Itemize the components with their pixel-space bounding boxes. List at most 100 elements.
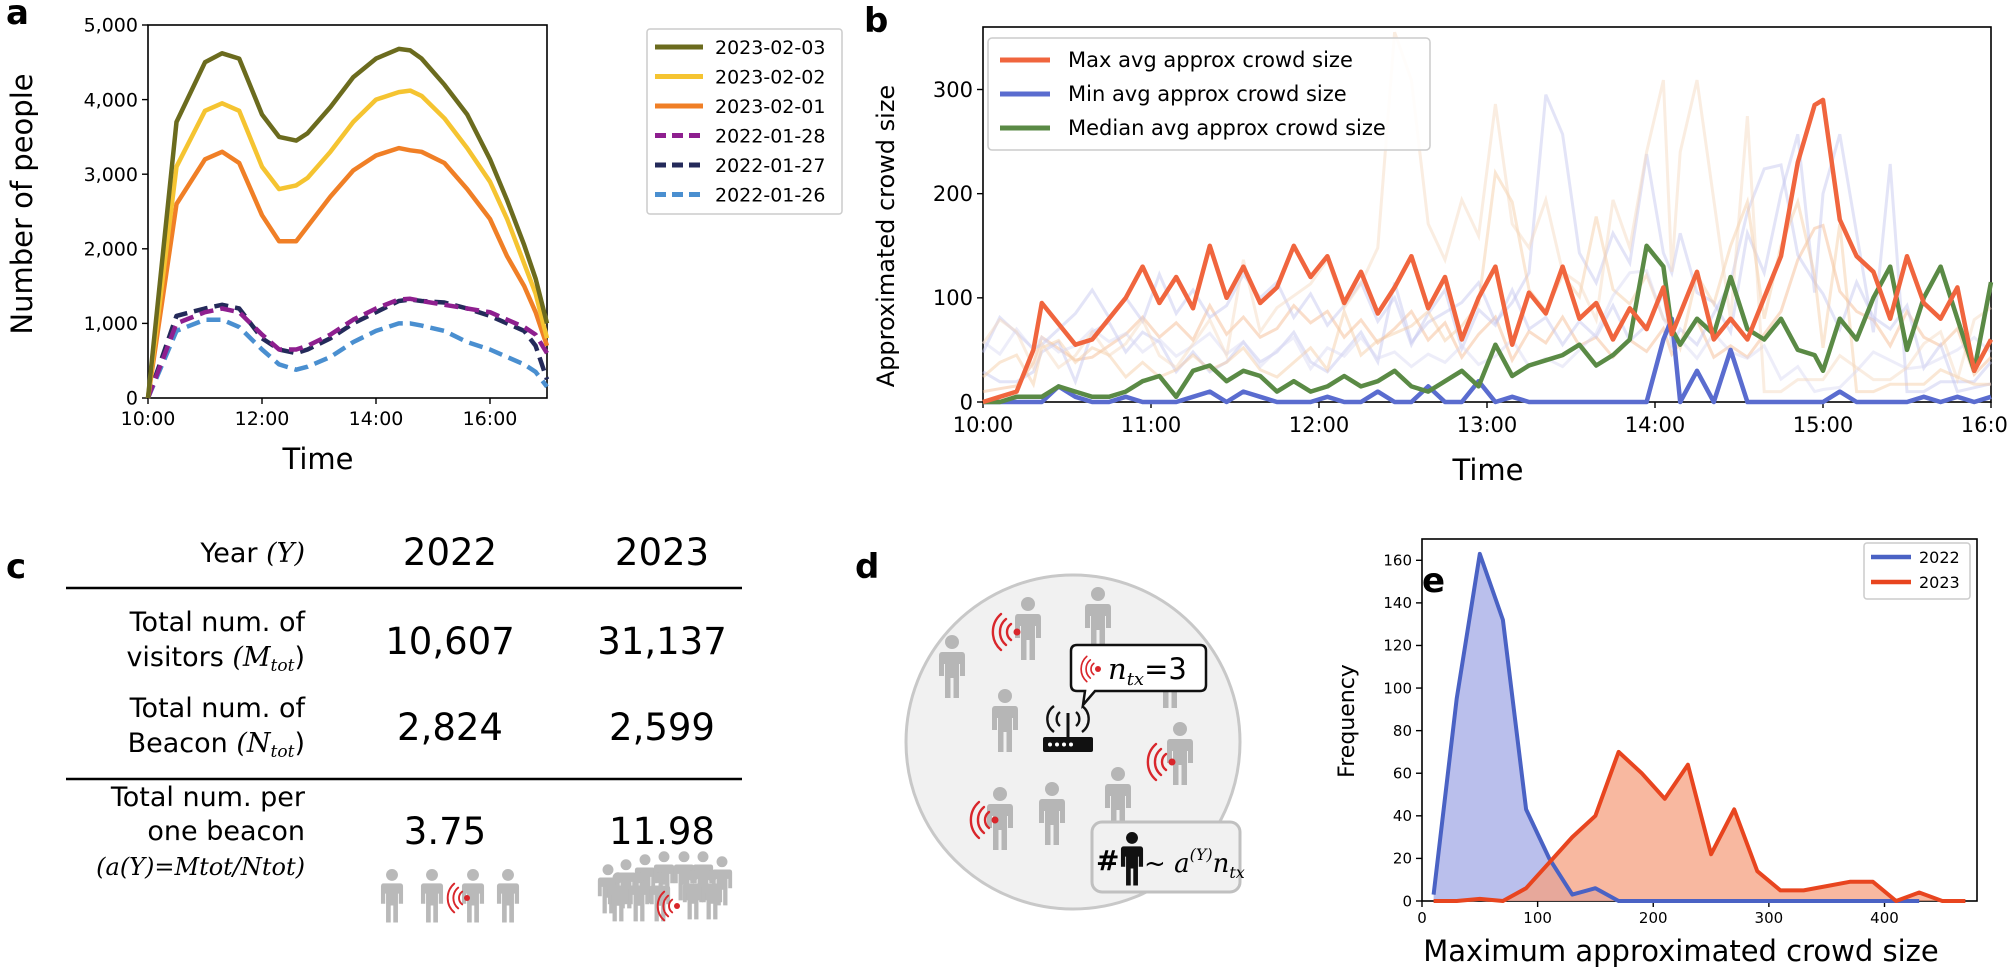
legend-label: Max avg approx crowd size [1068, 48, 1353, 72]
legend-label: 2022 [1919, 548, 1960, 567]
table-col-2023: 2023 [615, 531, 709, 574]
series-line-Min avg approx crowd size [983, 316, 1992, 405]
chart-b-ylabel: Approximated crowd size [872, 85, 900, 387]
beacon-dot-icon [464, 895, 470, 901]
row3-label-line1: Total num. per [110, 782, 306, 813]
person-icon [420, 868, 444, 923]
beacon-dot-icon [1168, 758, 1176, 766]
people-icons-2023 [597, 851, 733, 922]
series-line-2023-02-02 [145, 88, 550, 399]
legend-label: Median avg approx crowd size [1068, 116, 1386, 140]
panel-label-c: c [6, 547, 26, 587]
person-icon [496, 868, 520, 923]
series-area-2023 [1433, 751, 1966, 901]
series-line-2023 [1433, 749, 1966, 903]
beacon-diagram: ntx=3 # ~ a(Y)ntx [904, 573, 1245, 911]
series-line-Median avg approx crowd size [983, 243, 1994, 405]
row1-2022: 10,607 [385, 620, 514, 663]
y-tick-label: 60 [1393, 764, 1412, 782]
legend-label: 2023-02-01 [715, 96, 825, 118]
speech-bubble: ntx=3 [1069, 643, 1208, 710]
x-tick-label: 16:00 [1961, 413, 2008, 437]
people-icons-2022 [380, 868, 520, 923]
row3-formula: (a(Y)=Mtot/Ntot) [96, 853, 305, 881]
panel-label-d: d [855, 547, 879, 587]
chart-b-xlabel: Time [1452, 453, 1524, 487]
beacon-waves-icon [446, 882, 464, 914]
series-line-2023-02-01 [145, 145, 550, 399]
background-trace [982, 223, 1993, 394]
x-tick-label: 400 [1870, 909, 1899, 927]
y-tick-label: 0 [960, 390, 973, 414]
y-tick-label: 5,000 [84, 15, 138, 37]
legend-label: 2023-02-03 [715, 37, 825, 59]
chart-a-ylabel: Number of people [5, 73, 39, 334]
row2-label-line1: Total num. of [129, 693, 307, 724]
table-year-label: Year (Y) [199, 538, 305, 569]
x-tick-label: 0 [1417, 909, 1427, 927]
y-tick-label: 80 [1393, 722, 1412, 740]
y-tick-label: 0 [126, 388, 138, 410]
y-tick-label: 100 [1383, 679, 1412, 697]
y-tick-label: 160 [1383, 552, 1412, 570]
row3-2022: 3.75 [404, 810, 486, 853]
chart-a-xlabel: Time [282, 442, 354, 476]
series-line-2022-01-28 [145, 296, 549, 399]
beacon-dot-icon [674, 903, 680, 909]
beacon-dot-icon [991, 816, 999, 824]
chart-e: 0 100 200 300 400 0 20 40 60 80 100 120 140 160 2022 20… [1383, 538, 1978, 927]
row1-label-line2: visitors (Mtot) [126, 642, 305, 676]
beacon-dot-icon [1013, 628, 1021, 636]
y-tick-label: 40 [1393, 807, 1412, 825]
formula-hash: # [1096, 844, 1119, 877]
legend-label: 2022-01-26 [715, 185, 825, 207]
y-tick-label: 20 [1393, 850, 1412, 868]
series-line-2022-01-27 [145, 297, 550, 399]
background-trace [982, 94, 1993, 394]
y-tick-label: 100 [933, 286, 973, 310]
chart-b: 10:00 11:00 12:00 13:00 14:00 15:00 16:00 0 100 2… [933, 26, 2008, 437]
series-line-Max avg approx crowd size [982, 97, 1993, 405]
x-tick-label: 15:00 [1793, 413, 1854, 437]
y-tick-label: 140 [1383, 594, 1412, 612]
plot-frame [147, 24, 548, 399]
legend-label: 2023 [1919, 573, 1960, 592]
background-trace [981, 163, 1992, 394]
x-tick-label: 14:00 [1625, 413, 1686, 437]
legend-label: Min avg approx crowd size [1068, 82, 1347, 106]
panel-label-b: b [864, 1, 888, 41]
formula-box: # ~ a(Y)ntx [1090, 820, 1245, 894]
bubble-text: ntx=3 [1108, 652, 1187, 690]
legend-label: 2022-01-28 [715, 126, 825, 148]
y-tick-label: 0 [1402, 892, 1412, 910]
formula-text: ~ a(Y)ntx [1144, 845, 1245, 882]
series-line-2022 [1431, 551, 1920, 903]
x-tick-label: 16:00 [463, 408, 518, 430]
x-tick-label: 12:00 [1289, 413, 1350, 437]
background-trace [982, 168, 1991, 394]
x-tick-label: 10:00 [953, 413, 1014, 437]
x-tick-label: 100 [1523, 909, 1552, 927]
x-tick-label: 300 [1755, 909, 1784, 927]
chart-e-xlabel: Maximum approximated crowd size [1423, 934, 1938, 968]
x-tick-label: 11:00 [1121, 413, 1182, 437]
series-area-2022 [1433, 553, 1920, 901]
y-tick-label: 2,000 [84, 238, 138, 260]
y-tick-label: 120 [1383, 637, 1412, 655]
x-tick-label: 12:00 [235, 408, 290, 430]
chart-e-ylabel: Frequency [1335, 664, 1360, 778]
panel-label-e: e [1422, 561, 1445, 601]
row1-label-line1: Total num. of [129, 607, 307, 638]
row1-2023: 31,137 [597, 620, 726, 663]
panel-label-a: a [6, 0, 29, 33]
y-tick-label: 3,000 [84, 164, 138, 186]
y-tick-label: 200 [933, 182, 973, 206]
y-tick-label: 4,000 [84, 89, 138, 111]
legend-label: 2023-02-02 [715, 67, 825, 89]
summary-table: Year (Y) 2022 2023 Total num. of visitor… [66, 531, 742, 923]
row3-label-line2: one beacon [147, 816, 305, 847]
row2-2023: 2,599 [609, 706, 715, 749]
background-trace [981, 31, 1992, 394]
row3-2023: 11.98 [609, 810, 715, 853]
